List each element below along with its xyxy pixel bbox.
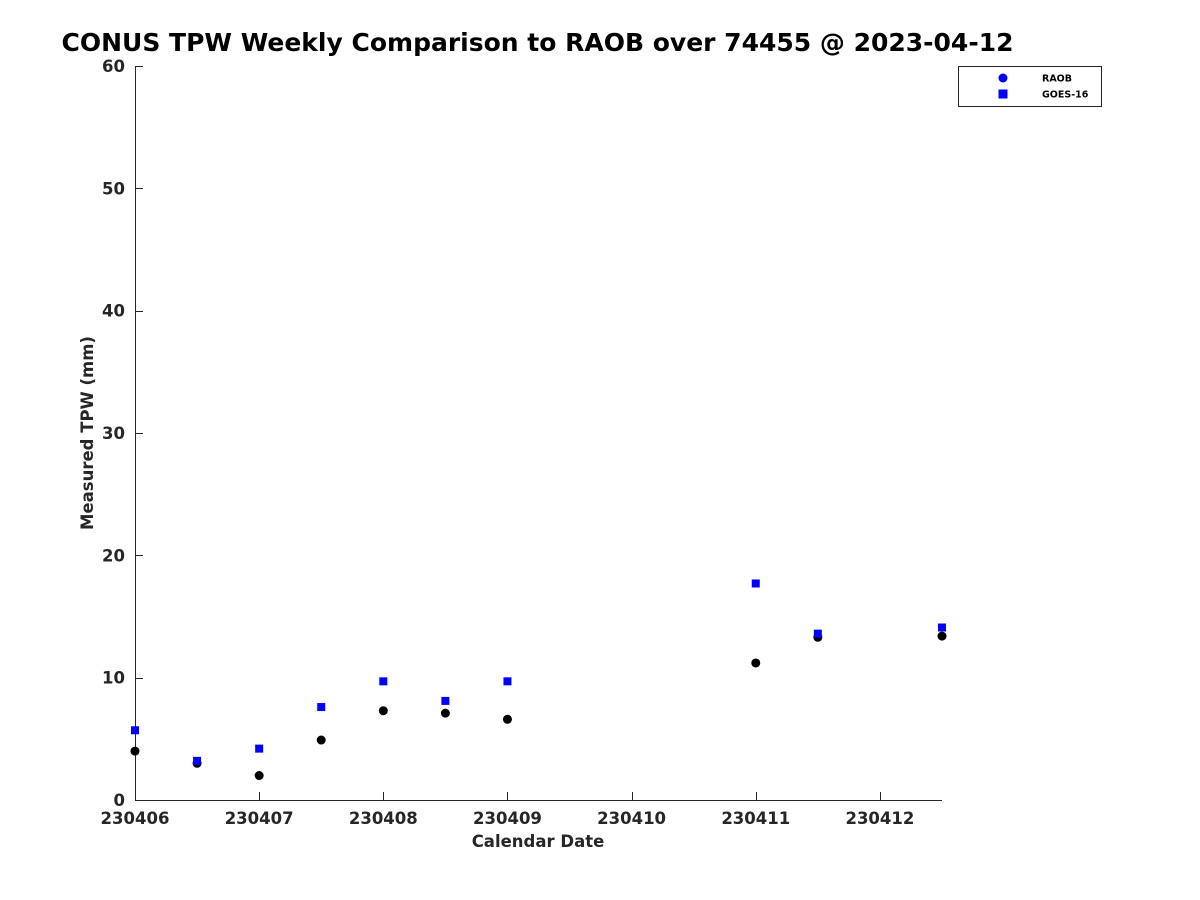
x-tick-label: 230408 (349, 809, 418, 828)
data-point-goes16 (255, 744, 264, 753)
data-point-raob (378, 706, 388, 716)
data-point-raob (254, 771, 264, 781)
y-tick-label: 60 (102, 57, 125, 76)
y-tick-label: 40 (102, 302, 125, 321)
y-tick-label: 20 (102, 546, 125, 565)
series-raob (130, 631, 947, 781)
legend-box (958, 66, 1102, 107)
data-point-raob (440, 708, 450, 718)
data-point-goes16 (813, 629, 822, 638)
x-tick-label: 230412 (845, 809, 914, 828)
data-point-goes16 (131, 726, 139, 735)
legend-marker-raob (998, 73, 1008, 83)
chart-title: CONUS TPW Weekly Comparison to RAOB over… (61, 28, 1014, 57)
x-axis-label: Calendar Date (472, 832, 605, 851)
data-point-raob (937, 631, 947, 641)
legend-label-raob: RAOB (1042, 74, 1072, 85)
x-tick-label: 230409 (473, 809, 542, 828)
x-tick-label: 230407 (225, 809, 294, 828)
y-tick-label: 10 (102, 669, 125, 688)
legend: RAOB GOES-16 (958, 66, 1102, 107)
series-layer (130, 579, 947, 781)
data-point-goes16 (938, 623, 946, 632)
data-point-raob (130, 746, 140, 756)
x-tick-label: 230410 (597, 809, 666, 828)
y-axis-label: Measured TPW (mm) (78, 336, 97, 530)
data-point-raob (502, 714, 512, 724)
legend-label-goes16: GOES-16 (1042, 90, 1089, 101)
x-ticks: 230406 230407 230408 230409 230410 230411 2304… (101, 792, 914, 828)
data-point-goes16 (317, 703, 326, 712)
data-point-goes16 (503, 677, 512, 686)
axes (135, 66, 942, 801)
x-tick-label: 230406 (101, 809, 170, 828)
data-point-raob (751, 658, 761, 668)
data-point-raob (316, 735, 326, 745)
y-tick-label: 30 (102, 424, 125, 443)
y-ticks: 0 10 20 30 40 50 60 (102, 57, 143, 810)
data-point-goes16 (379, 677, 388, 686)
data-point-goes16 (193, 756, 202, 765)
data-point-goes16 (751, 579, 760, 588)
series-goes-16 (131, 579, 946, 765)
legend-marker-goes16 (998, 89, 1008, 99)
y-tick-label: 0 (114, 791, 125, 810)
y-tick-label: 50 (102, 179, 125, 198)
x-tick-label: 230411 (721, 809, 790, 828)
data-point-goes16 (441, 696, 450, 705)
